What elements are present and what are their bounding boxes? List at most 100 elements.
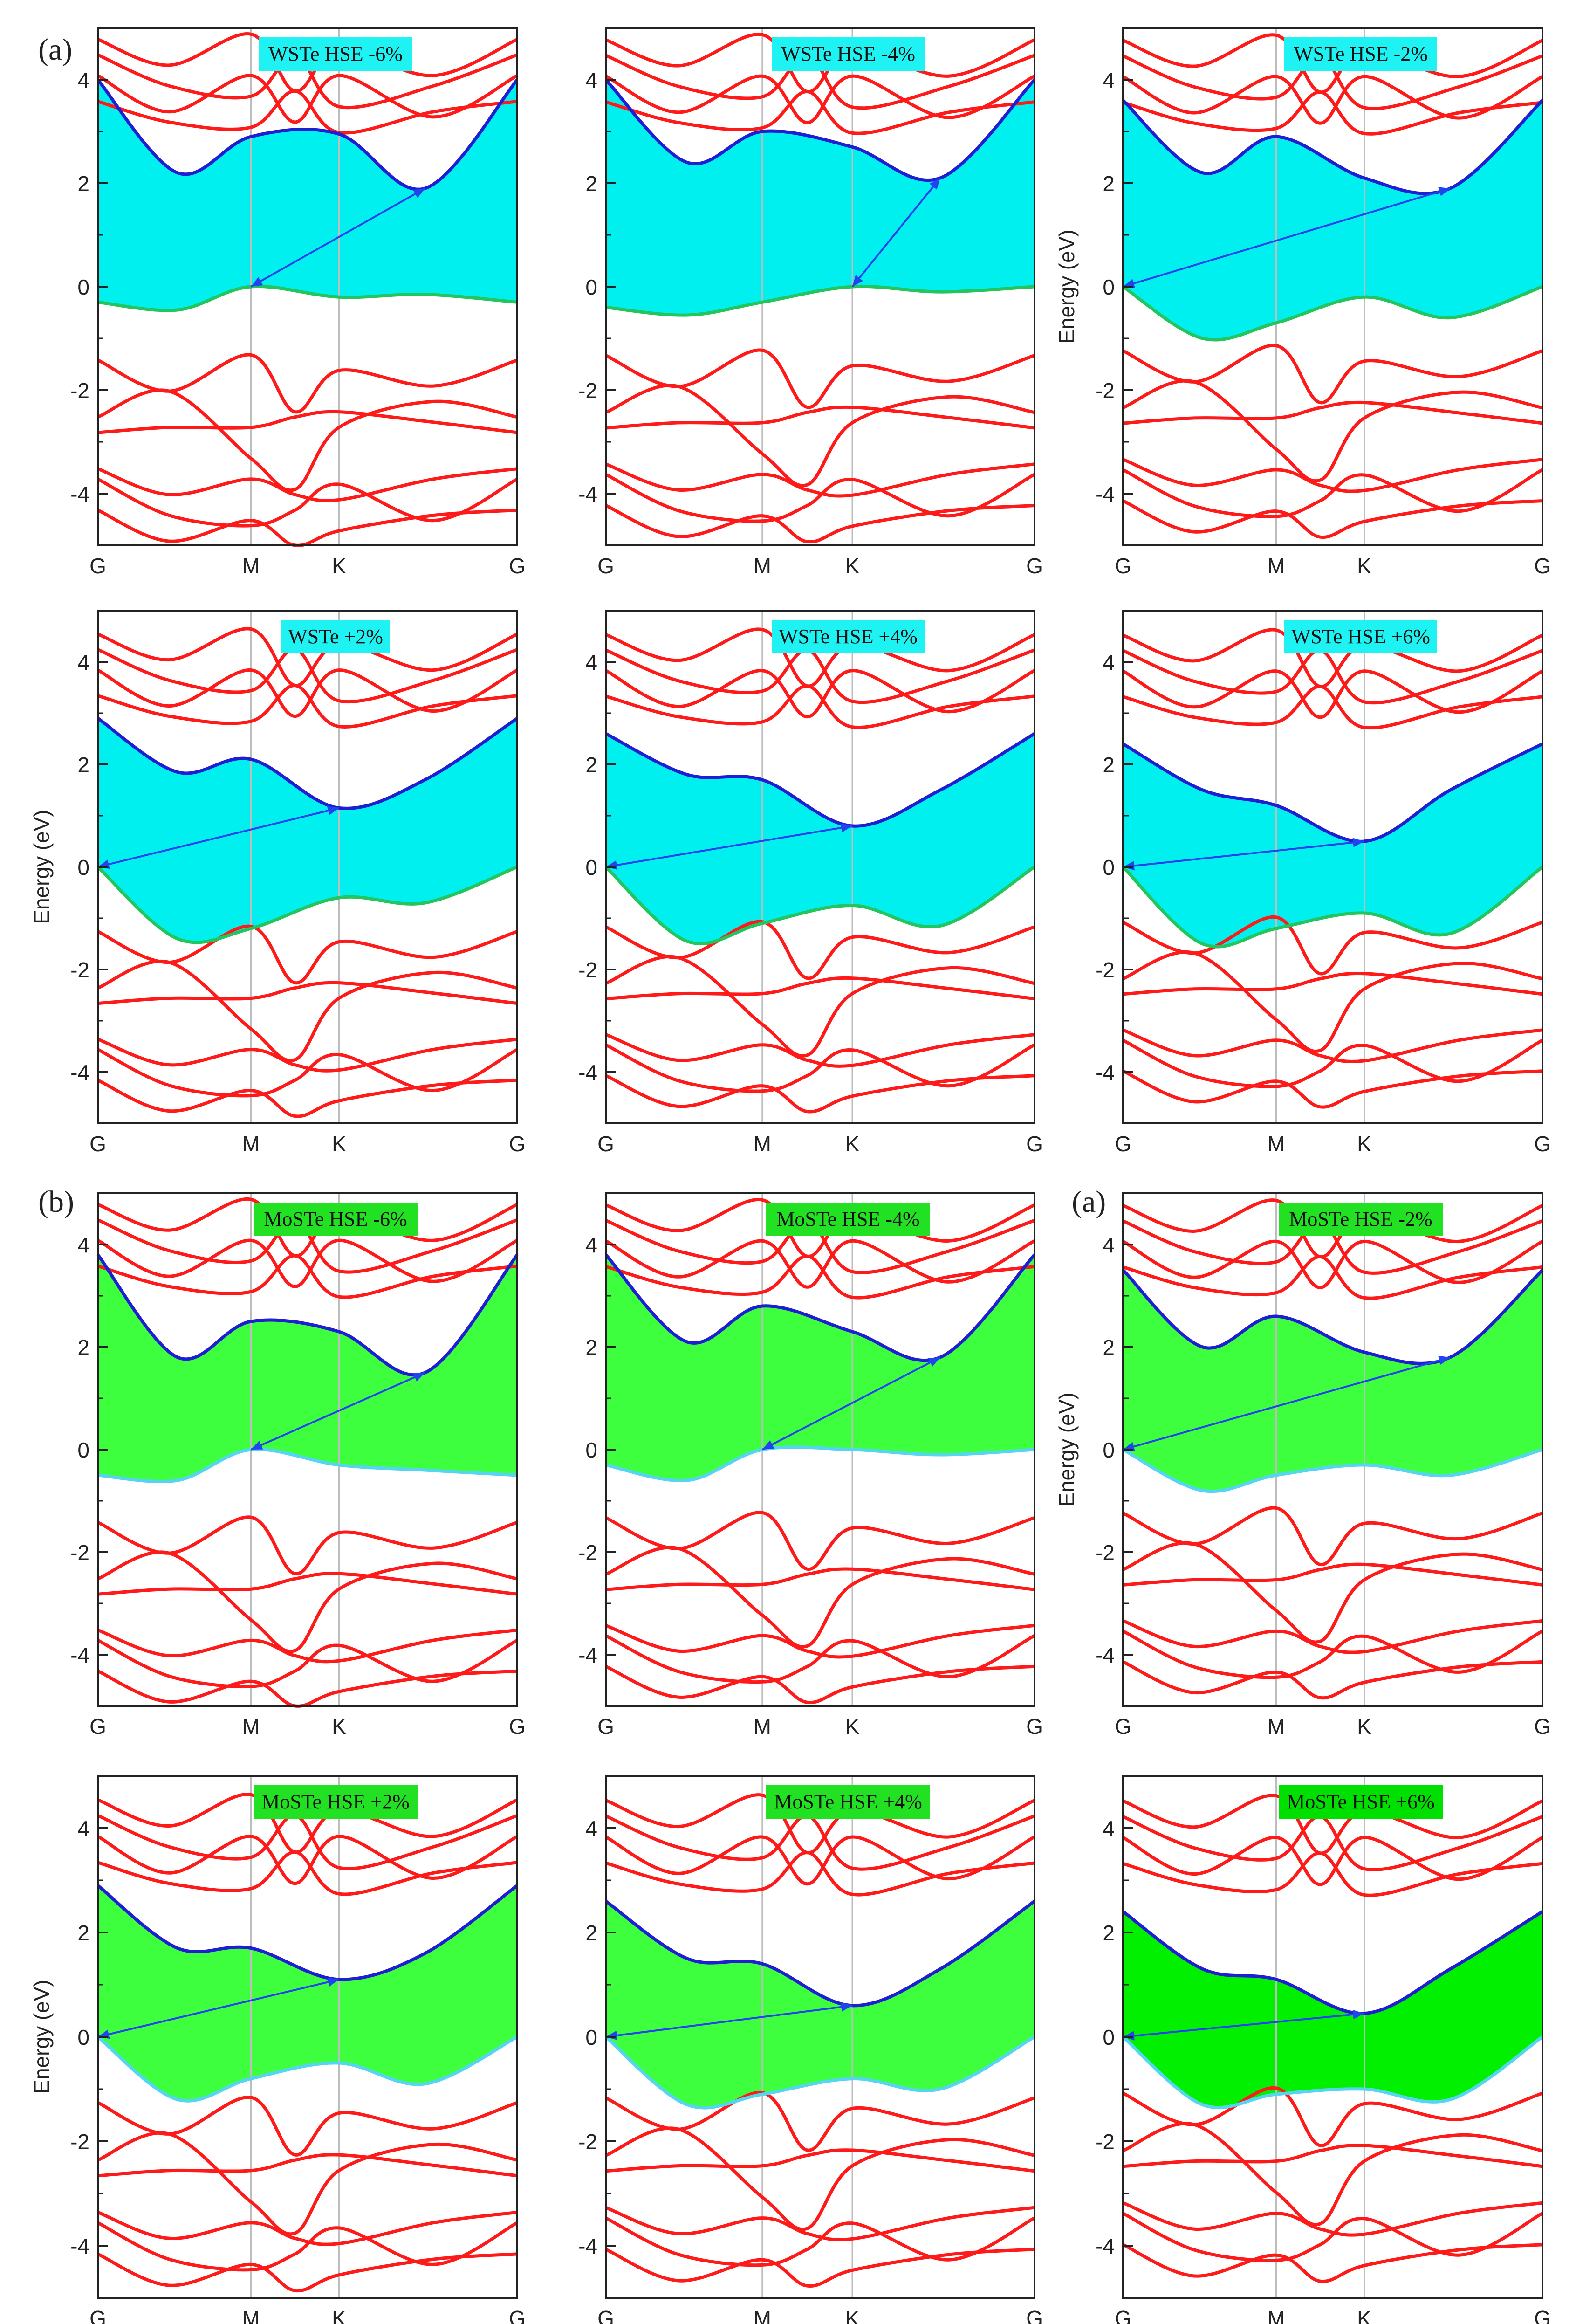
x-tick-label: G bbox=[1534, 554, 1551, 578]
band-line bbox=[1122, 1619, 1543, 1654]
band-line bbox=[97, 1835, 518, 1885]
band-line bbox=[1122, 468, 1543, 518]
x-tick-label: G bbox=[1026, 554, 1043, 578]
title-box bbox=[259, 37, 412, 71]
y-tick-label: -4 bbox=[578, 1060, 597, 1085]
cbm-edge-line bbox=[605, 732, 1035, 828]
band-line bbox=[605, 1567, 1035, 1591]
x-tick-label: G bbox=[509, 1714, 526, 1739]
band-line bbox=[605, 504, 1035, 544]
gap-arrow-head bbox=[1352, 838, 1364, 847]
y-tick-label: -2 bbox=[70, 1540, 89, 1565]
x-tick-label: K bbox=[845, 554, 860, 578]
y-tick-label: -4 bbox=[578, 2234, 597, 2258]
panel-moste-m6: 4 2 0 -2 -4 G M K G MoSTe HSE -6% bbox=[70, 1192, 526, 1739]
band-line bbox=[1123, 1851, 1543, 1897]
y-tick-label: -4 bbox=[1096, 1060, 1115, 1085]
band-line bbox=[97, 2252, 518, 2293]
band-line bbox=[97, 1238, 518, 1288]
band-line bbox=[1123, 685, 1543, 730]
gap-arrow bbox=[851, 177, 941, 288]
gap-fill bbox=[1123, 100, 1542, 340]
gap-arrow bbox=[1123, 2012, 1364, 2038]
band-line bbox=[97, 477, 518, 528]
band-line bbox=[97, 1550, 518, 1653]
gap-arrow bbox=[761, 1356, 941, 1451]
title-box bbox=[1279, 1785, 1443, 1819]
x-tick-label: M bbox=[1267, 2306, 1285, 2324]
band-line bbox=[605, 2206, 1035, 2241]
x-tick-label: G bbox=[1115, 1714, 1131, 1739]
band-line bbox=[605, 684, 1035, 729]
panel-wste-m6: 4 2 0 -2 -4 G M K G WSTe HSE -6% bbox=[70, 27, 526, 578]
cbm-edge-line bbox=[1122, 742, 1543, 843]
y-tick-label: 2 bbox=[77, 1921, 89, 1945]
x-tick-label: G bbox=[89, 2306, 106, 2324]
x-tick-label: G bbox=[1026, 2306, 1043, 2324]
gap-arrow bbox=[1123, 1356, 1451, 1451]
gap-arrow-head bbox=[928, 1357, 940, 1367]
panel-title: WSTe HSE -6% bbox=[268, 42, 403, 65]
title-box bbox=[1279, 1203, 1443, 1236]
x-tick-label: G bbox=[1026, 1714, 1043, 1739]
band-line bbox=[1122, 2212, 1543, 2262]
panel-title: WSTe HSE +6% bbox=[1291, 625, 1430, 648]
cbm-edge-line bbox=[1122, 1910, 1543, 2015]
y-tick-label: 4 bbox=[77, 1816, 89, 1841]
x-tick-label: K bbox=[332, 554, 346, 578]
vbm-edge-line bbox=[605, 1445, 1035, 1483]
band-line bbox=[1123, 400, 1543, 425]
x-tick-label: M bbox=[242, 1132, 260, 1156]
band-line bbox=[97, 2131, 518, 2236]
x-tick-label: G bbox=[1534, 1714, 1551, 1739]
y-tick-label: 0 bbox=[1103, 2025, 1115, 2049]
gap-fill bbox=[606, 80, 1035, 316]
y-tick-label: -2 bbox=[1096, 1540, 1115, 1565]
x-tick-label: M bbox=[242, 1714, 260, 1739]
band-line bbox=[1122, 499, 1543, 539]
y-tick-label: -4 bbox=[1096, 1643, 1115, 1667]
y-tick-label: -4 bbox=[70, 1643, 89, 1667]
gap-arrow-head bbox=[840, 2002, 852, 2012]
gap-arrow-head bbox=[840, 823, 852, 832]
gap-arrow-head bbox=[327, 806, 339, 816]
panel-title: MoSTe HSE +2% bbox=[261, 1790, 410, 1813]
band-line bbox=[1123, 90, 1543, 136]
band-line bbox=[1122, 2122, 1543, 2227]
x-tick-label: G bbox=[597, 2306, 614, 2324]
vbm-edge-line bbox=[604, 2035, 1035, 2110]
y-tick-label: 0 bbox=[585, 855, 597, 880]
y-tick-label: 2 bbox=[1103, 1921, 1115, 1945]
gap-arrow bbox=[250, 1372, 425, 1451]
x-tick-label: M bbox=[1267, 554, 1285, 578]
y-axis-label: Energy (eV) bbox=[29, 810, 54, 924]
band-line bbox=[97, 2221, 518, 2272]
band-line bbox=[1122, 1660, 1543, 1700]
band-line bbox=[605, 669, 1035, 719]
x-tick-label: M bbox=[242, 2306, 260, 2324]
band-line bbox=[605, 1664, 1035, 1705]
y-tick-label: -4 bbox=[1096, 2234, 1115, 2258]
band-line bbox=[97, 2210, 518, 2246]
band-line bbox=[605, 384, 1035, 488]
y-tick-label: -2 bbox=[578, 2130, 597, 2154]
y-tick-label: 0 bbox=[1103, 275, 1115, 299]
cbm-edge-line bbox=[96, 78, 519, 191]
y-tick-label: 2 bbox=[77, 172, 89, 196]
vbm-edge-line bbox=[97, 1447, 518, 1484]
x-tick-label: M bbox=[754, 1132, 771, 1156]
y-tick-label: 4 bbox=[77, 1233, 89, 1257]
y-tick-label: 0 bbox=[77, 855, 89, 880]
x-tick-label: M bbox=[754, 1714, 771, 1739]
y-tick-label: 4 bbox=[585, 1233, 597, 1257]
x-tick-label: M bbox=[754, 2306, 771, 2324]
y-tick-label: 0 bbox=[585, 275, 597, 299]
band-line bbox=[97, 467, 518, 502]
y-tick-label: 0 bbox=[1103, 855, 1115, 880]
band-line bbox=[605, 955, 1035, 1058]
x-tick-label: M bbox=[242, 554, 260, 578]
band-line bbox=[605, 2216, 1035, 2267]
band-line bbox=[1122, 669, 1543, 719]
y-tick-label: 4 bbox=[77, 68, 89, 92]
